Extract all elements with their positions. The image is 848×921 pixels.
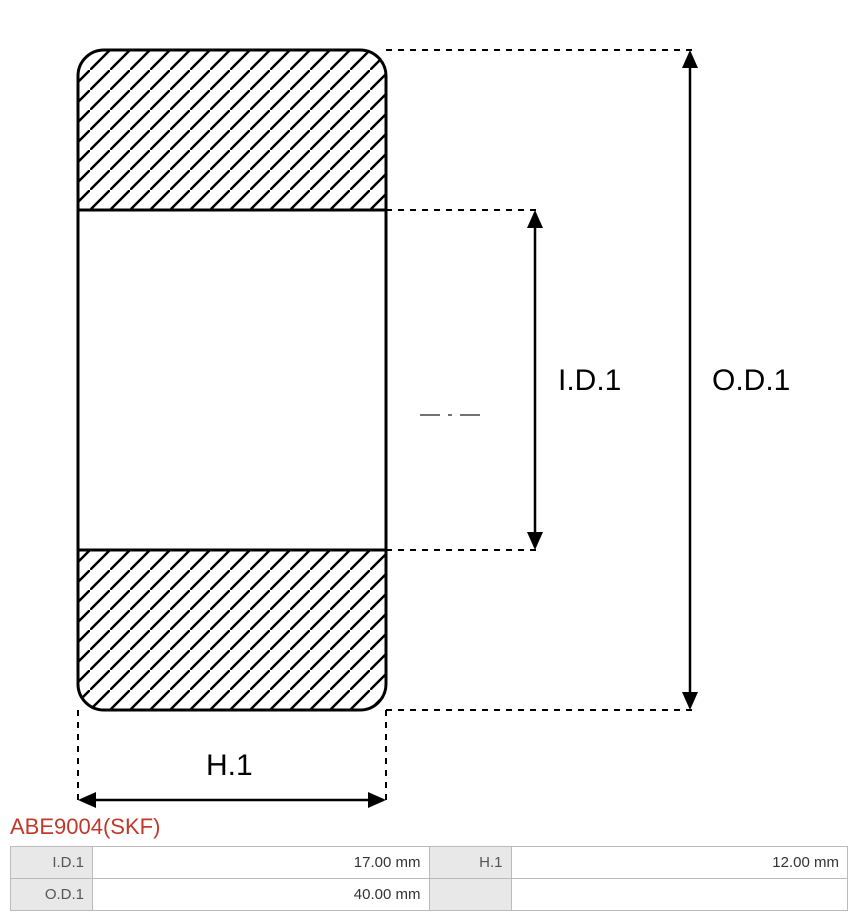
spec-value: 12.00 mm: [511, 847, 848, 879]
svg-text:I.D.1: I.D.1: [558, 364, 621, 397]
spec-label: H.1: [429, 847, 511, 879]
bearing-diagram: O.D.1 I.D.1 H.1: [10, 10, 838, 810]
spec-table: I.D.117.00 mmH.112.00 mmO.D.140.00 mm: [10, 846, 848, 911]
spec-value: 17.00 mm: [93, 847, 430, 879]
spec-value: 40.00 mm: [93, 879, 430, 911]
spec-label: O.D.1: [11, 879, 93, 911]
spec-label: I.D.1: [11, 847, 93, 879]
svg-text:O.D.1: O.D.1: [712, 364, 790, 397]
spec-value: [511, 879, 848, 911]
table-row: I.D.117.00 mmH.112.00 mm: [11, 847, 848, 879]
svg-text:H.1: H.1: [206, 749, 253, 782]
table-row: O.D.140.00 mm: [11, 879, 848, 911]
part-number-title: ABE9004(SKF): [10, 810, 838, 846]
spec-label: [429, 879, 511, 911]
